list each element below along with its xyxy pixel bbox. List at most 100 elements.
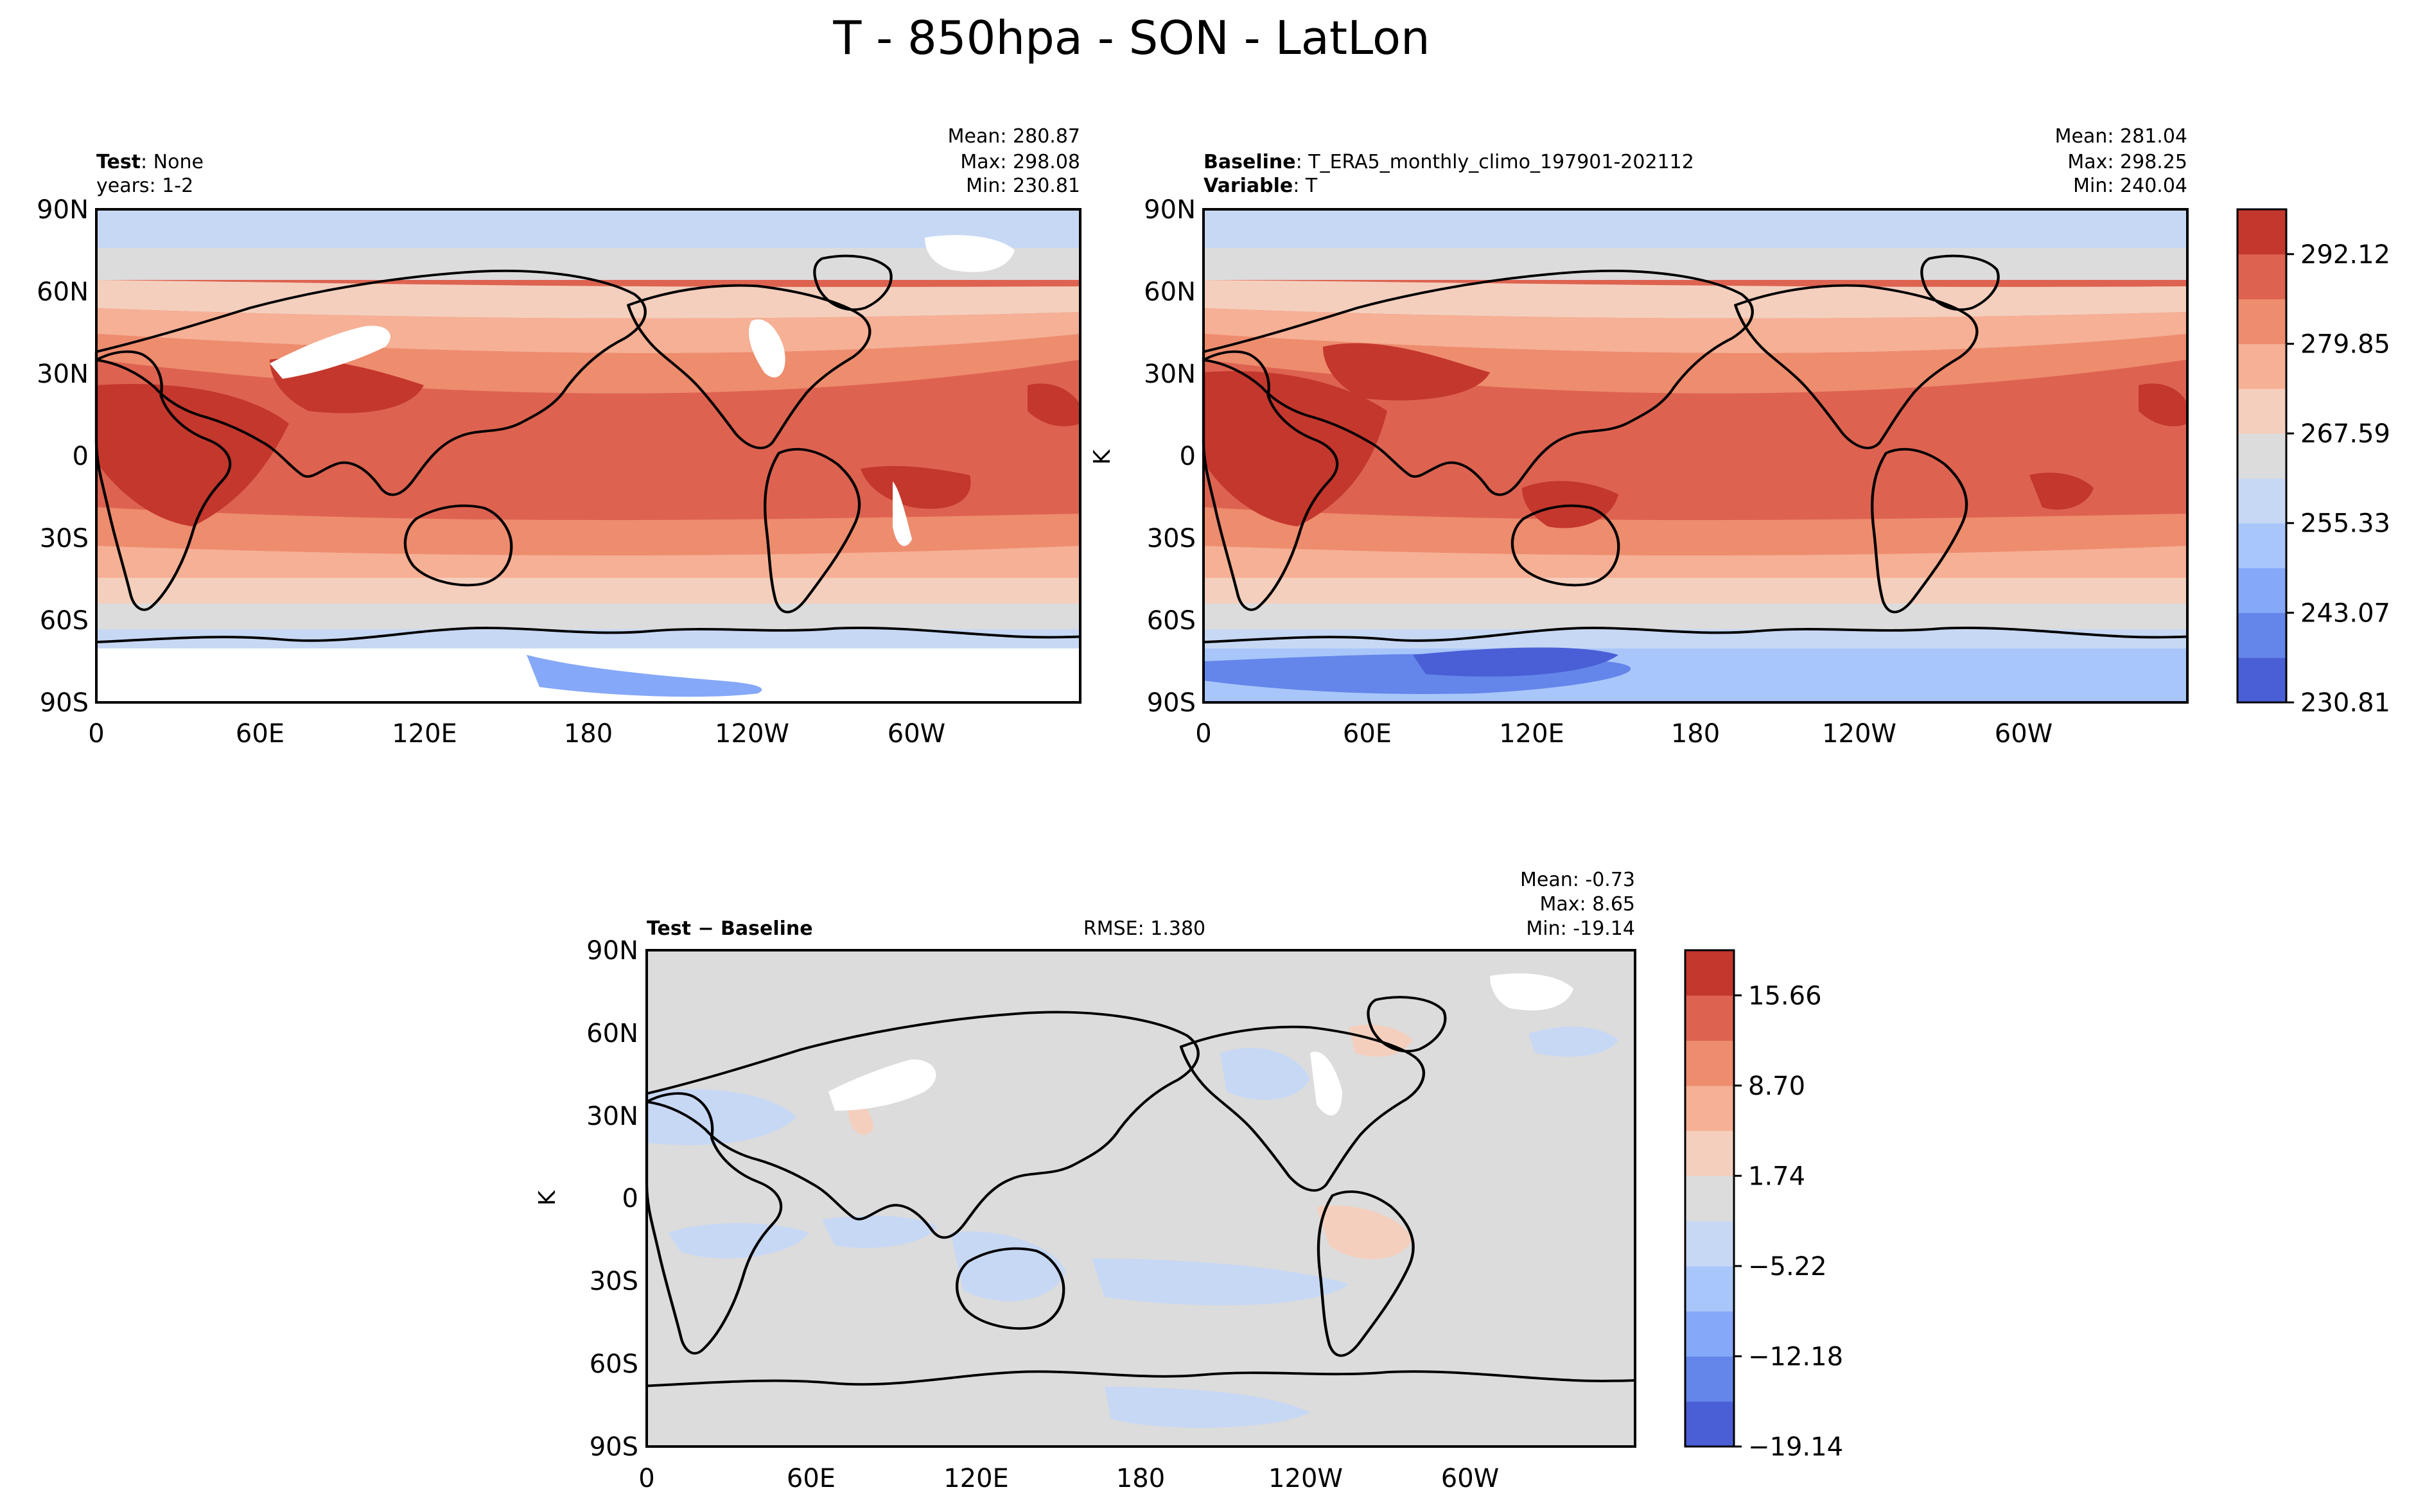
baseline-label-bold: Baseline <box>1204 151 1296 173</box>
difference-min: Min: -19.14 <box>1526 917 1635 940</box>
test-mean: Mean: 280.87 <box>948 125 1080 148</box>
baseline-ytick-0: 90N <box>1144 195 1196 225</box>
difference-colorbar-tick-label-4: −12.18 <box>1748 1342 1843 1371</box>
difference-ytick-2: 30N <box>586 1102 638 1131</box>
test-panel: Test: None years: 1-2 Mean: 280.87 Max: … <box>37 125 1080 749</box>
baseline-map <box>1204 208 2187 704</box>
test-ytick-3: 0 <box>73 442 89 471</box>
temperature-colorbar-level-6 <box>2237 388 2286 434</box>
difference-colorbar-level-6 <box>1685 1131 1734 1176</box>
difference-max: Max: 8.65 <box>1540 893 1635 916</box>
difference-xtick-5: 60W <box>1441 1464 1499 1493</box>
baseline-xtick-5: 60W <box>1995 719 2053 749</box>
test-xtick-1: 60E <box>236 719 284 749</box>
test-ytick-2: 30N <box>37 360 89 389</box>
difference-colorbar-level-4 <box>1685 1221 1734 1267</box>
difference-colorbar-tick-label-5: −19.14 <box>1748 1432 1843 1462</box>
difference-ytick-6: 90S <box>590 1432 638 1462</box>
temperature-colorbar: 292.12 279.85 267.59 255.33 243.07 230.81 <box>2236 208 2390 718</box>
test-min: Min: 230.81 <box>966 175 1080 197</box>
test-ytick-0: 90N <box>37 195 89 225</box>
baseline-label-value: : T_ERA5_monthly_climo_197901-202112 <box>1296 151 1694 173</box>
difference-colorbar-level-10 <box>1685 950 1734 996</box>
test-max: Max: 298.08 <box>960 151 1080 173</box>
difference-xtick-2: 120E <box>943 1464 1009 1493</box>
baseline-ytick-4: 30S <box>1147 524 1196 553</box>
baseline-ytick-6: 90S <box>1147 688 1196 718</box>
test-x-ticks: 0 60E 120E 180 120W 60W <box>88 719 945 749</box>
test-y-ticks: 90N 60N 30N 0 30S 60S 90S <box>37 195 89 718</box>
baseline-unit-label: K <box>1089 449 1116 465</box>
test-xtick-5: 60W <box>888 719 945 749</box>
baseline-y-ticks: 90N 60N 30N 0 30S 60S 90S <box>1144 195 1196 718</box>
difference-ytick-3: 0 <box>622 1184 638 1213</box>
difference-colorbar-level-2 <box>1685 1311 1734 1357</box>
difference-xtick-3: 180 <box>1116 1464 1165 1493</box>
test-years-label: years: 1-2 <box>96 175 193 197</box>
difference-ytick-5: 60S <box>590 1350 638 1379</box>
temperature-colorbar-tick-label-1: 279.85 <box>2300 329 2390 359</box>
difference-colorbar-level-9 <box>1685 995 1734 1041</box>
difference-colorbar-tick-label-2: 1.74 <box>1748 1161 1805 1191</box>
baseline-xtick-3: 180 <box>1671 719 1720 749</box>
baseline-ytick-2: 30N <box>1144 360 1196 389</box>
difference-colorbar-level-3 <box>1685 1265 1734 1312</box>
temperature-colorbar-level-1 <box>2237 613 2286 658</box>
temperature-colorbar-tick-label-3: 255.33 <box>2300 509 2390 539</box>
difference-colorbar-tick-label-1: 8.70 <box>1748 1072 1805 1101</box>
difference-colorbar-level-5 <box>1685 1176 1734 1222</box>
baseline-xtick-4: 120W <box>1822 719 1896 749</box>
rmse-label: RMSE: 1.380 <box>1083 917 1205 940</box>
difference-colorbar-tick-label-0: 15.66 <box>1748 981 1822 1011</box>
temperature-colorbar-level-8 <box>2237 299 2286 344</box>
difference-colorbar-level-7 <box>1685 1085 1734 1131</box>
variable-label-value: : T <box>1293 175 1318 197</box>
difference-xtick-4: 120W <box>1268 1464 1343 1493</box>
difference-panel: Test − Baseline RMSE: 1.380 Mean: -0.73 … <box>534 869 1635 1493</box>
temperature-colorbar-frame <box>2236 208 2288 704</box>
test-xtick-0: 0 <box>88 719 104 749</box>
difference-colorbar-level-0 <box>1685 1401 1734 1447</box>
baseline-label: Baseline: T_ERA5_monthly_climo_197901-20… <box>1204 151 1694 173</box>
temperature-colorbar-level-9 <box>2237 254 2286 300</box>
difference-unit-label: K <box>534 1190 561 1206</box>
test-xtick-2: 120E <box>392 719 457 749</box>
difference-y-ticks: 90N 60N 30N 0 30S 60S 90S <box>586 936 638 1462</box>
baseline-x-ticks: 0 60E 120E 180 120W 60W <box>1195 719 2053 749</box>
difference-ytick-4: 30S <box>590 1267 638 1296</box>
temperature-colorbar-tick-label-0: 292.12 <box>2300 240 2390 270</box>
baseline-min: Min: 240.04 <box>2073 175 2187 197</box>
test-ytick-6: 90S <box>40 688 89 718</box>
temperature-colorbar-tick-label-5: 230.81 <box>2300 688 2390 718</box>
test-label: Test: None <box>96 151 204 173</box>
baseline-max: Max: 298.25 <box>2067 151 2187 173</box>
baseline-ytick-1: 60N <box>1144 277 1196 307</box>
difference-map <box>647 949 1635 1448</box>
test-xtick-4: 120W <box>715 719 789 749</box>
test-ytick-1: 60N <box>37 277 89 307</box>
baseline-xtick-2: 120E <box>1499 719 1564 749</box>
temperature-colorbar-tick-label-4: 243.07 <box>2300 598 2390 628</box>
difference-colorbar-level-1 <box>1685 1356 1734 1402</box>
test-ytick-4: 30S <box>40 524 89 553</box>
difference-xtick-0: 0 <box>638 1464 654 1493</box>
variable-label: Variable: T <box>1204 175 1318 197</box>
temperature-colorbar-level-4 <box>2237 478 2286 524</box>
test-xtick-3: 180 <box>564 719 613 749</box>
baseline-panel: Baseline: T_ERA5_monthly_climo_197901-20… <box>1089 125 2187 749</box>
temperature-colorbar-level-10 <box>2237 209 2286 255</box>
baseline-ytick-3: 0 <box>1180 442 1196 471</box>
baseline-mean: Mean: 281.04 <box>2055 125 2187 148</box>
temperature-colorbar-level-7 <box>2237 343 2286 389</box>
temperature-colorbar-level-0 <box>2237 657 2286 703</box>
difference-colorbar-tick-label-3: −5.22 <box>1748 1252 1827 1282</box>
difference-colorbar-frame <box>1684 949 1735 1448</box>
figure-title: T - 850hpa - SON - LatLon <box>832 11 1430 65</box>
test-map <box>96 208 1080 704</box>
difference-ytick-1: 60N <box>586 1019 638 1048</box>
difference-mean: Mean: -0.73 <box>1520 869 1635 891</box>
test-ytick-5: 60S <box>40 606 89 636</box>
difference-xtick-1: 60E <box>787 1464 836 1493</box>
difference-label: Test − Baseline <box>647 917 813 940</box>
